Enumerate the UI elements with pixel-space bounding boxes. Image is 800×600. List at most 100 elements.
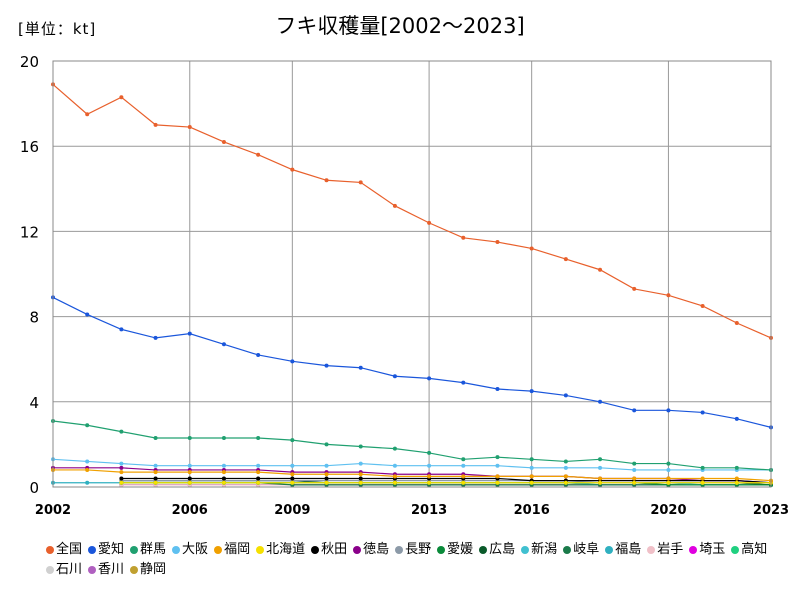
legend-marker [214, 546, 223, 554]
series-line [121, 477, 772, 484]
data-point [700, 480, 705, 485]
legend-item: 秋田 [311, 540, 347, 560]
data-point [256, 352, 261, 357]
data-point [221, 139, 226, 144]
legend-item: 岩手 [647, 540, 683, 560]
legend-marker [172, 546, 181, 554]
data-point [221, 480, 226, 485]
legend-marker [479, 546, 488, 554]
data-point [427, 376, 432, 381]
legend-marker [521, 546, 530, 554]
legend-marker [46, 566, 54, 574]
series-layer [51, 82, 773, 487]
legend-item: 高知 [731, 540, 767, 560]
series-愛知 [51, 295, 773, 430]
legend-item: 新潟 [521, 540, 557, 560]
legend-label: 高知 [741, 542, 768, 557]
data-point [153, 122, 158, 127]
data-point [392, 203, 397, 208]
data-point [529, 480, 534, 485]
data-point [256, 436, 261, 441]
data-point [221, 476, 226, 481]
data-point [598, 476, 603, 481]
data-point [598, 457, 603, 462]
legend-marker [395, 546, 404, 554]
legend-marker [731, 546, 740, 554]
data-point [529, 389, 534, 394]
data-point [358, 472, 363, 477]
data-point [427, 220, 432, 225]
series-全国 [51, 82, 773, 340]
legend-marker [46, 546, 54, 554]
x-tick-label: 2013 [411, 503, 447, 518]
data-point [187, 436, 192, 441]
data-point [324, 178, 329, 183]
data-point [85, 480, 90, 485]
data-point [734, 476, 739, 481]
data-point [700, 410, 705, 415]
data-point [221, 463, 226, 468]
chart-title: フキ収穫量[2002～2023] [275, 14, 525, 38]
legend-marker [647, 546, 656, 554]
legend-label: 石川 [56, 562, 83, 577]
legend-marker [605, 546, 614, 554]
legend-label: 岩手 [657, 542, 684, 557]
y-tick-label: 4 [29, 394, 39, 412]
data-point [529, 457, 534, 462]
data-point [324, 463, 329, 468]
data-point [153, 335, 158, 340]
data-point [290, 359, 295, 364]
data-point [221, 436, 226, 441]
data-point [119, 480, 124, 485]
legend-label: 埼玉 [699, 542, 726, 557]
legend-label: 大阪 [182, 542, 209, 557]
data-point [700, 303, 705, 308]
series-line [52, 420, 772, 471]
data-point [392, 446, 397, 451]
data-point [495, 387, 500, 392]
legend-item: 長野 [395, 540, 431, 560]
data-point [495, 463, 500, 468]
line-chart: 0 4 8 12 16 20 2002 2006 2009 2013 2016 2020 2023 [20, 53, 789, 518]
legend-label: 北海道 [266, 542, 306, 557]
data-point [290, 472, 295, 477]
x-tick-label: 2020 [650, 503, 686, 518]
data-point [85, 312, 90, 317]
data-point [85, 423, 90, 428]
y-tick-label: 8 [29, 309, 39, 327]
legend-label: 愛媛 [447, 542, 474, 557]
legend-label: 福島 [615, 542, 642, 557]
data-point [392, 374, 397, 379]
data-point [324, 442, 329, 447]
data-point [461, 380, 466, 385]
legend-item: 全国 [46, 540, 82, 560]
data-point [358, 480, 363, 485]
data-point [119, 476, 124, 481]
data-point [221, 342, 226, 347]
data-point [153, 436, 158, 441]
data-point [290, 438, 295, 443]
data-point [632, 461, 637, 466]
data-point [734, 416, 739, 421]
data-point [563, 465, 568, 470]
data-point [666, 480, 671, 485]
data-point [427, 463, 432, 468]
plot-frame [52, 60, 772, 488]
data-point [598, 267, 603, 272]
data-point [85, 112, 90, 117]
data-point [256, 480, 261, 485]
x-tick-label: 2002 [35, 503, 71, 518]
data-point [119, 465, 124, 470]
data-point [392, 480, 397, 485]
y-tick-label: 0 [29, 479, 39, 497]
data-point [187, 331, 192, 336]
data-point [495, 240, 500, 245]
legend-item: 北海道 [256, 540, 305, 560]
data-point [461, 480, 466, 485]
data-point [187, 463, 192, 468]
data-point [119, 461, 124, 466]
data-point [85, 467, 90, 472]
data-point [700, 476, 705, 481]
data-point [529, 465, 534, 470]
data-point [495, 474, 500, 479]
